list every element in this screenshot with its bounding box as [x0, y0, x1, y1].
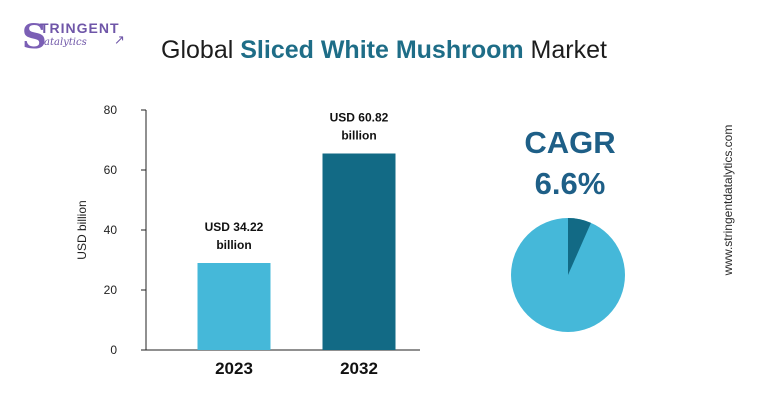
y-tick-label: 20: [104, 283, 118, 297]
data-label-line1: USD 34.22: [205, 220, 264, 234]
title-prefix: Global: [161, 36, 241, 64]
y-tick-label: 40: [104, 223, 118, 237]
x-tick-label: 2032: [340, 359, 378, 378]
cagr-value: 6.6%: [534, 166, 606, 201]
side-url-text: www.stringentdatalytics.com: [721, 124, 735, 276]
page-title: Global Sliced White Mushroom Market: [0, 34, 768, 66]
logo-initial: S: [22, 17, 47, 57]
logo-bottom-text: atalytics: [44, 37, 87, 48]
title-suffix: Market: [523, 36, 607, 64]
y-tick-label: 60: [104, 163, 118, 177]
logo-mark-icon: ↗: [114, 32, 125, 47]
cagr-label: CAGR: [524, 125, 616, 160]
title-highlight: Sliced White Mushroom: [240, 36, 524, 64]
y-tick-label: 80: [104, 103, 118, 117]
bar-2032: [322, 153, 396, 350]
logo: S TRINGENT atalytics ↗: [22, 18, 132, 58]
bar-2023: [197, 263, 271, 350]
data-label-line2: billion: [216, 238, 251, 252]
data-label-line2: billion: [341, 129, 376, 143]
y-axis-label: USD billion: [75, 200, 89, 259]
cagr-pie-slice: [568, 218, 591, 275]
data-label-line1: USD 60.82: [330, 111, 389, 125]
logo-top-text: TRINGENT: [40, 20, 120, 36]
y-tick-label: 0: [110, 343, 117, 357]
x-tick-label: 2023: [215, 359, 253, 378]
